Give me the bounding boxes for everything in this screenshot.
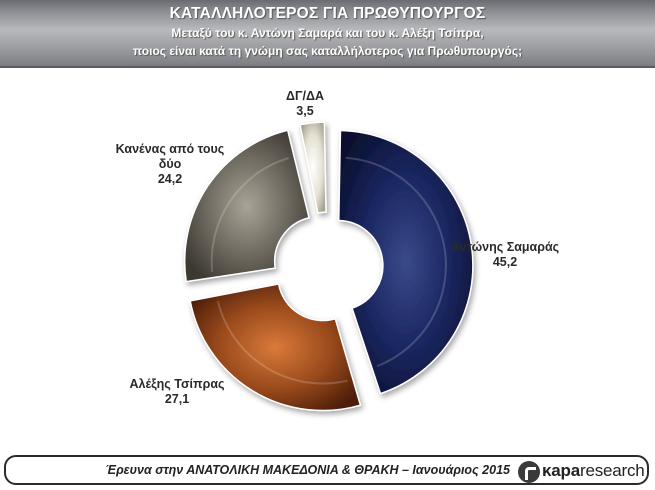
slice-samaras [337,129,474,395]
slice-label-samaras: Αντώνης Σαμαράς 45,2 [440,240,570,270]
slice-label-none: Κανένας από τους δύο 24,2 [100,142,240,187]
slice-name-none-line2: δύο [158,157,182,171]
slice-name-none-line1: Κανένας από τους [115,142,225,156]
slice-label-dk: ΔΓ/ΔΑ 3,5 [270,89,340,119]
brand-logo: κaparesearch [518,459,646,483]
slice-none-bevel [210,157,289,273]
slice-name-dk: ΔΓ/ΔΑ [286,89,324,103]
donut-chart [183,121,474,412]
slice-tsipras-bevel [216,301,348,385]
slice-value-none: 24,2 [157,172,183,186]
footer-banner: Έρευνα στην ΑΝΑΤΟΛΙΚΗ ΜΑΚΕΔΟΝΙΑ & ΘΡΑΚΗ … [4,455,649,485]
slice-tsipras [189,283,362,412]
chart-title: ΚΑΤΑΛΛΗΛΟΤΕΡΟΣ ΓΙΑ ΠΡΩΘΥΠΟΥΡΓΟΣ [169,5,486,22]
slice-none [183,129,310,283]
slice-label-tsipras: Αλέξης Τσίπρας 27,1 [112,377,242,407]
slice-dk [299,121,327,214]
kapa-logo-icon [518,461,540,483]
chart-subtitle-line1: Μεταξύ του κ. Αντώνη Σαμαρά και του κ. Α… [171,26,484,40]
slice-dk-bevel [310,148,320,152]
footer-text: Έρευνα στην ΑΝΑΤΟΛΙΚΗ ΜΑΚΕΔΟΝΙΑ & ΘΡΑΚΗ … [105,463,510,477]
slice-name-tsipras: Αλέξης Τσίπρας [129,377,225,391]
brand-bold: κapa [542,461,580,480]
chart-subtitle-line2: ποιος είναι κατά τη γνώμη σας καταλλήλοτ… [132,44,523,58]
brand-light: research [579,461,645,480]
slice-name-samaras: Αντώνης Σαμαράς [450,240,560,254]
slice-samaras-bevel [345,156,447,367]
slice-value-samaras: 45,2 [492,255,518,269]
slice-value-dk: 3,5 [296,104,314,118]
slice-value-tsipras: 27,1 [164,392,190,406]
brand-wordmark: κaparesearch [542,461,645,481]
chart-header: ΚΑΤΑΛΛΗΛΟΤΕΡΟΣ ΓΙΑ ΠΡΩΘΥΠΟΥΡΓΟΣ Μεταξύ τ… [0,0,655,68]
